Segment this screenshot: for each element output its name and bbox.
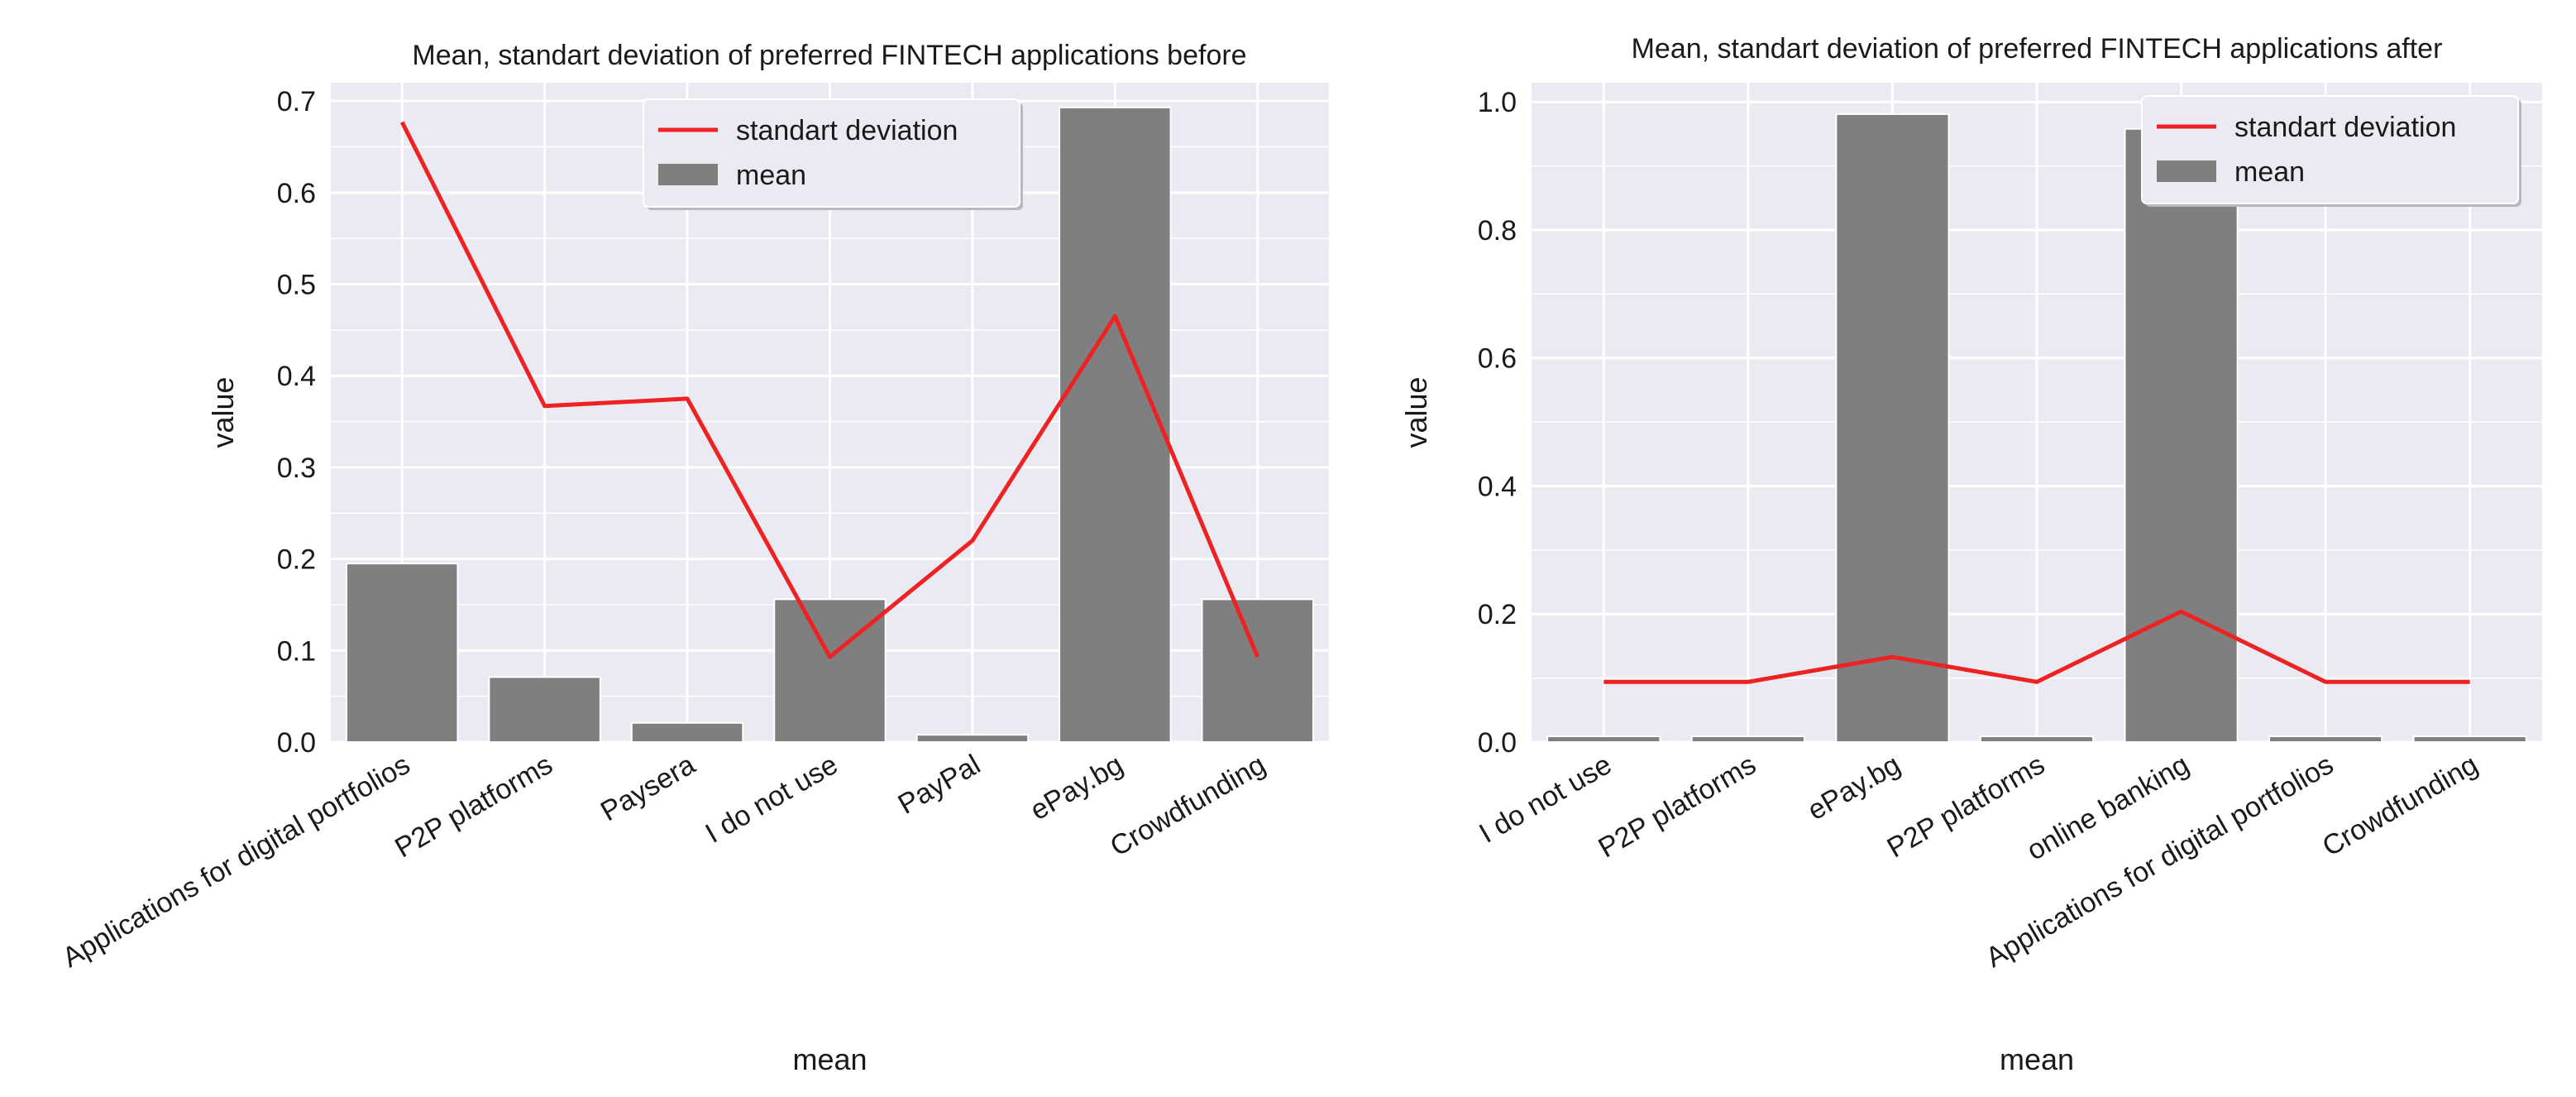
chart-0-ytick-label: 0.2 — [277, 544, 316, 576]
chart-0-bar-mean — [773, 598, 887, 743]
chart-1-xtick-label: P2P platforms — [1882, 749, 2050, 864]
chart-1-xtick-label: Crowdfunding — [2317, 749, 2483, 863]
chart-1-ytick-label: 1.0 — [1478, 87, 1517, 118]
chart-1-bar-mean — [1979, 735, 2095, 744]
chart-1-legend-label-mean: mean — [2234, 156, 2305, 188]
chart-0-xtick-label: ePay.bg — [1025, 749, 1128, 826]
chart-1-bar-mean — [2268, 735, 2383, 744]
chart-0-xtick-label: Paysera — [595, 749, 700, 827]
chart-0-xtick-label: I do not use — [700, 749, 844, 850]
chart-0-legend: standart deviation mean — [643, 98, 1023, 210]
chart-0-ytick-label: 0.3 — [277, 453, 316, 484]
chart-0-bar-mean — [488, 676, 601, 743]
chart-0-ytick-label: 0.1 — [277, 635, 316, 667]
chart-0-xtick-label: P2P platforms — [390, 749, 557, 864]
chart-0-xlabel: mean — [792, 1042, 867, 1076]
chart-0-ytick-label: 0.0 — [277, 727, 316, 759]
chart-1-ytick-label: 0.6 — [1478, 343, 1517, 375]
chart-1-ytick-label: 0.4 — [1478, 471, 1517, 502]
chart-0-bar-mean — [1059, 106, 1172, 743]
chart-0-bar-mean — [1201, 598, 1315, 743]
chart-0-ytick-label: 0.7 — [277, 86, 316, 117]
chart-0-bar-mean — [915, 734, 1030, 744]
chart-1-legend: standart deviation mean — [2141, 95, 2521, 207]
chart-1-bar-mean — [2124, 127, 2239, 743]
chart-1-bar-mean — [1690, 735, 1805, 744]
chart-1-title: Mean, standart deviation of preferred FI… — [1632, 33, 2443, 65]
chart-0-line-std — [399, 121, 1260, 659]
chart-0-title: Mean, standart deviation of preferred FI… — [412, 40, 1246, 71]
chart-0-legend-label-std: standart deviation — [736, 115, 958, 146]
chart-0-xtick-label: Applications for digital portfolios — [57, 749, 415, 974]
chart-1-xtick-label: P2P platforms — [1593, 749, 1761, 864]
chart-1-legend-label-std: standart deviation — [2234, 112, 2456, 143]
chart-0-ytick-label: 0.5 — [277, 270, 316, 301]
chart-1-legend-swatch-mean — [2157, 160, 2216, 182]
chart-0-legend-box — [643, 98, 1020, 208]
chart-1-bar-mean — [1835, 113, 1950, 743]
chart-0-ytick-label: 0.4 — [277, 361, 316, 392]
chart-0-bar-mean — [345, 563, 459, 743]
chart-1-legend-box — [2141, 95, 2519, 204]
chart-1-line-std — [1603, 609, 2470, 684]
chart-0-ytick-label: 0.6 — [277, 178, 316, 209]
chart-1-bar-mean — [1546, 735, 1661, 744]
chart-1-bar-mean — [2412, 735, 2527, 744]
chart-0-xtick-label: PayPal — [893, 749, 986, 821]
chart-0: 0.0 0.1 0.2 0.3 0.4 0.5 0.6 0.7 Applications for… — [57, 40, 1329, 1076]
chart-1-ylabel: value — [1399, 376, 1433, 448]
chart-0-legend-label-mean: mean — [736, 160, 806, 191]
chart-1-xtick-label: ePay.bg — [1803, 749, 1906, 826]
chart-0-bar-mean — [630, 721, 744, 743]
chart-1-ytick-label: 0.2 — [1478, 599, 1517, 630]
chart-1-xlabel: mean — [2000, 1042, 2074, 1076]
chart-1-ytick-label: 0.8 — [1478, 215, 1517, 247]
chart-1-ytick-label: 0.0 — [1478, 727, 1517, 759]
chart-0-ylabel: value — [206, 376, 240, 448]
chart-1-xtick-label: I do not use — [1474, 749, 1617, 850]
chart-0-xtick-label: Crowdfunding — [1105, 749, 1271, 863]
chart-0-legend-swatch-mean — [658, 164, 718, 185]
